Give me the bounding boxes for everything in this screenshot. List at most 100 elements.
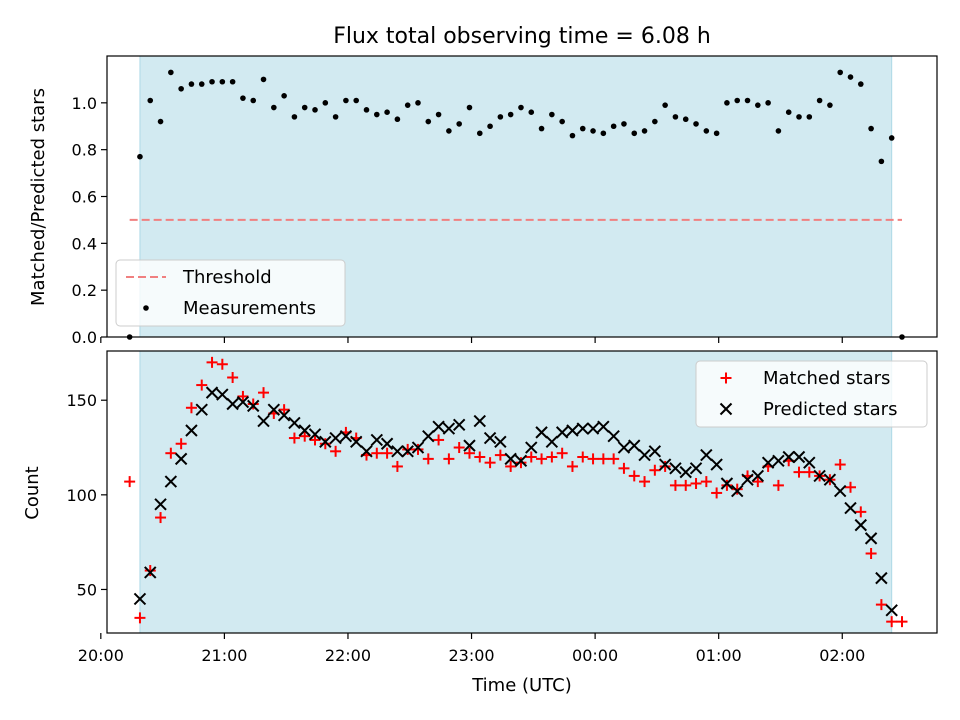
matched-point <box>319 438 331 450</box>
matched-point <box>700 476 712 488</box>
measurement-point <box>466 104 473 111</box>
predicted-point <box>576 422 589 435</box>
predicted-point <box>555 426 569 439</box>
predicted-point-b <box>525 441 538 454</box>
measurement-point <box>662 102 668 108</box>
measurement-point <box>312 107 318 113</box>
matched-point <box>206 356 218 368</box>
predicted-point-b <box>823 473 837 486</box>
predicted-point-b <box>257 414 270 428</box>
predicted-point <box>772 454 785 467</box>
matched-point <box>288 432 300 444</box>
predicted-point <box>257 414 270 428</box>
predicted-point-b <box>298 424 311 437</box>
predicted-point <box>638 448 651 462</box>
measurement-point <box>415 100 421 106</box>
measurement-point <box>610 123 617 130</box>
measurement-point <box>301 104 308 111</box>
predicted-point <box>236 395 250 409</box>
matched-point <box>690 477 702 489</box>
predicted-point <box>411 441 425 454</box>
predicted-point-b <box>689 462 703 475</box>
predicted-point <box>854 518 868 532</box>
measurement-point <box>857 81 864 87</box>
predicted-point <box>875 571 888 585</box>
predicted-point <box>525 441 538 454</box>
predicted-point <box>669 462 682 475</box>
measurement-point <box>672 114 679 120</box>
measurement-point <box>734 97 741 104</box>
predicted-point <box>339 429 353 443</box>
predicted-point <box>741 473 754 486</box>
matched-point <box>628 470 640 482</box>
x-tick-label: 21:00 <box>201 646 247 665</box>
predicted-point <box>833 484 847 498</box>
top-y-tick-label: 0.4 <box>72 234 97 253</box>
measurement-point <box>250 97 257 104</box>
measurement-point <box>281 93 287 99</box>
matched-point <box>525 451 537 463</box>
matched-point <box>772 479 784 491</box>
matched-point <box>536 453 548 465</box>
measurement-point <box>404 102 411 108</box>
measurement-point <box>837 69 844 76</box>
predicted-point <box>566 424 579 437</box>
measurement-point <box>507 111 514 118</box>
predicted-point <box>761 456 775 469</box>
measurement-point <box>600 130 607 137</box>
matched-point <box>886 616 898 628</box>
matched-point <box>237 390 249 402</box>
predicted-point-b <box>267 403 281 416</box>
predicted-point <box>597 420 610 433</box>
measurement-point <box>394 116 401 123</box>
measurement-point <box>487 123 493 130</box>
predicted-point-b <box>185 424 198 437</box>
predicted-point <box>700 448 713 462</box>
measurement-point <box>682 116 689 123</box>
measurement-point <box>693 121 699 127</box>
predicted-point-b <box>731 484 744 498</box>
measurement-point <box>476 130 483 137</box>
measurement-point <box>796 114 802 120</box>
measurement-point <box>775 128 782 134</box>
predicted-point <box>803 456 816 469</box>
measurement-point <box>538 125 545 132</box>
predicted-point-b <box>504 452 517 466</box>
predicted-point-b <box>555 426 569 439</box>
matched-point <box>196 379 208 391</box>
predicted-point <box>607 429 620 443</box>
predicted-point-b <box>494 435 507 449</box>
matched-point <box>165 447 177 459</box>
measurement-point <box>209 78 215 85</box>
predicted-point <box>391 445 404 458</box>
top-y-tick-label: 1.0 <box>72 94 97 113</box>
predicted-point-b <box>658 458 672 471</box>
matched-point <box>453 442 465 454</box>
matched-point <box>896 616 908 628</box>
matched-point <box>515 457 527 469</box>
predicted-point-b <box>308 428 322 441</box>
predicted-point <box>535 426 548 439</box>
predicted-point-b <box>586 422 600 435</box>
predicted-point <box>792 450 806 464</box>
matched-point <box>855 506 867 518</box>
legend-predicted-label: Predicted stars <box>763 399 897 420</box>
predicted-point-b <box>216 388 229 401</box>
predicted-point <box>288 416 301 430</box>
predicted-point-b <box>772 454 785 467</box>
chart-title: Flux total observing time = 6.08 h <box>333 24 711 49</box>
predicted-point <box>463 439 476 452</box>
predicted-point <box>494 435 507 449</box>
predicted-point-b <box>401 445 414 458</box>
predicted-point-b <box>597 420 610 433</box>
bottom-x-ticks: 20:00 21:00 22:00 23:00 00:00 01:00 02:00 <box>78 633 865 665</box>
predicted-point-b <box>792 450 806 464</box>
x-tick-label: 02:00 <box>819 646 865 665</box>
matched-point <box>443 453 455 465</box>
predicted-point <box>864 532 878 545</box>
predicted-point <box>380 437 394 450</box>
matched-point <box>597 453 609 465</box>
measurement-point <box>518 104 524 111</box>
bottom-legend-box <box>695 360 928 428</box>
measurement-point <box>621 121 627 127</box>
